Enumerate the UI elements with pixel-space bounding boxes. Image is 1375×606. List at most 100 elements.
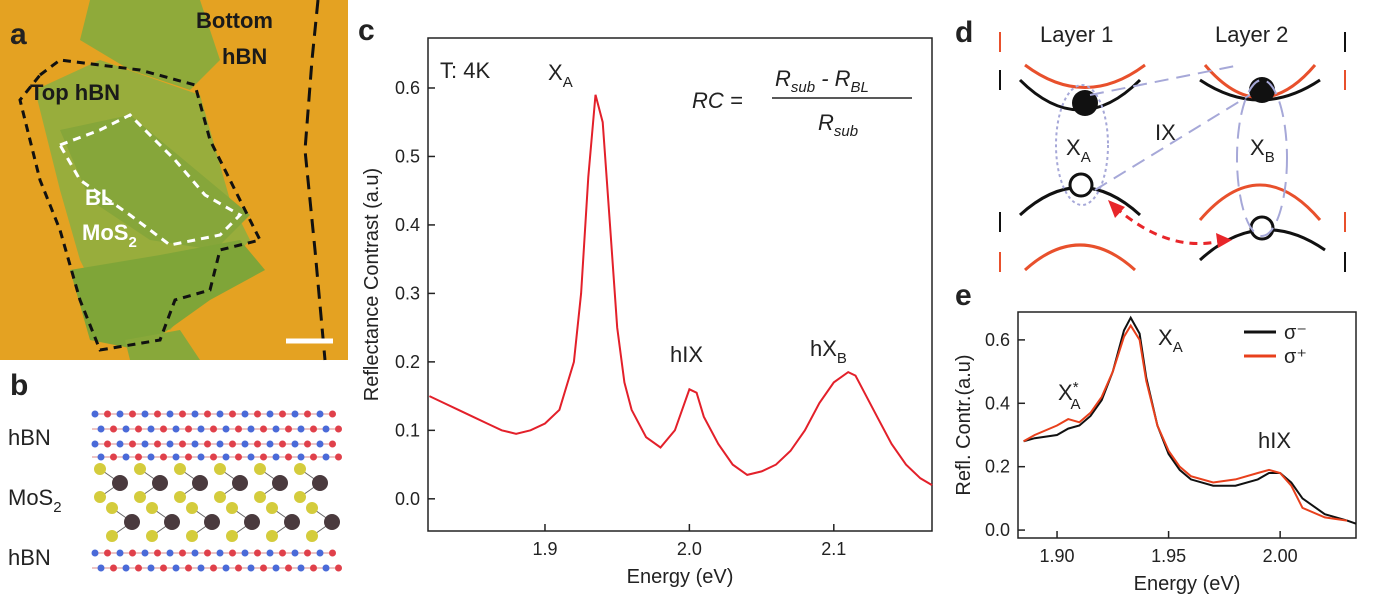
label: hBN bbox=[222, 44, 267, 69]
atom bbox=[222, 453, 230, 461]
atom bbox=[266, 530, 278, 542]
atom bbox=[104, 410, 111, 418]
legend-label: σ⁺ bbox=[1284, 346, 1307, 368]
atom bbox=[322, 564, 330, 572]
atom bbox=[297, 564, 305, 572]
atom bbox=[135, 453, 142, 461]
formula-denominator: Rsub bbox=[818, 110, 858, 140]
label-sub: B bbox=[1265, 149, 1275, 166]
annotation-text: hX bbox=[810, 336, 837, 361]
y-axis-label: Refl. Contr.(a.u) bbox=[953, 354, 975, 495]
atom bbox=[285, 425, 292, 433]
formula-lhs: RC = bbox=[692, 88, 743, 113]
atom bbox=[164, 514, 180, 530]
atom bbox=[297, 425, 305, 433]
plot-frame bbox=[427, 37, 933, 532]
atom bbox=[204, 440, 211, 448]
formula-sub: sub bbox=[791, 79, 815, 96]
atom bbox=[222, 564, 230, 572]
atom bbox=[279, 410, 286, 418]
atom bbox=[254, 410, 261, 418]
label-sub: 2 bbox=[53, 499, 61, 516]
atom bbox=[304, 410, 311, 418]
atom bbox=[316, 440, 324, 448]
atom bbox=[174, 463, 186, 475]
annotation: XA bbox=[1158, 325, 1183, 356]
atom bbox=[254, 440, 261, 448]
atom bbox=[285, 453, 292, 461]
atom bbox=[174, 491, 186, 503]
atom bbox=[241, 440, 249, 448]
panel-label: d bbox=[955, 16, 973, 49]
panel-label: e bbox=[955, 279, 972, 312]
formula-text: R bbox=[775, 66, 791, 91]
atom bbox=[141, 410, 149, 418]
atom bbox=[197, 453, 205, 461]
atom bbox=[134, 491, 146, 503]
atom bbox=[329, 549, 336, 557]
atom bbox=[204, 410, 211, 418]
atom bbox=[210, 453, 217, 461]
atom bbox=[266, 440, 274, 448]
atom bbox=[172, 425, 180, 433]
data-line bbox=[428, 94, 933, 486]
y-tick-label: 0.5 bbox=[395, 146, 420, 166]
label-sub: A bbox=[1081, 149, 1091, 166]
atom bbox=[306, 502, 318, 514]
label: Layer 2 bbox=[1215, 22, 1288, 47]
annotation: XA bbox=[548, 60, 573, 91]
atom bbox=[94, 463, 106, 475]
atom bbox=[141, 549, 149, 557]
annotation-text: X bbox=[1158, 325, 1173, 350]
label-text: MoS bbox=[82, 220, 128, 245]
atom bbox=[106, 502, 118, 514]
label: hBN bbox=[8, 425, 51, 450]
atom bbox=[192, 475, 208, 491]
annotation-text: X bbox=[1058, 380, 1073, 405]
atom bbox=[254, 549, 261, 557]
atom bbox=[204, 549, 211, 557]
atom bbox=[272, 453, 280, 461]
annotation: X* A bbox=[1058, 379, 1081, 413]
label: MoS2 bbox=[8, 485, 62, 516]
label-text: X bbox=[1250, 135, 1265, 160]
y-tick-label: 0.6 bbox=[395, 78, 420, 98]
atom bbox=[122, 425, 130, 433]
formula-text: - R bbox=[815, 66, 851, 91]
atom bbox=[235, 564, 242, 572]
atom bbox=[146, 502, 158, 514]
atom bbox=[124, 514, 140, 530]
plot-frame bbox=[1017, 311, 1357, 539]
x-tick-label: 1.9 bbox=[532, 539, 557, 559]
atom bbox=[141, 440, 149, 448]
atom bbox=[97, 564, 105, 572]
atom bbox=[297, 453, 305, 461]
atom bbox=[110, 425, 117, 433]
atom bbox=[94, 491, 106, 503]
atom bbox=[304, 440, 311, 448]
formula-sub: BL bbox=[851, 79, 869, 96]
atom bbox=[204, 514, 220, 530]
atom bbox=[197, 564, 205, 572]
annotation-sub: A bbox=[563, 74, 573, 91]
y-tick-label: 0.4 bbox=[395, 215, 420, 235]
annotation: hIX bbox=[1258, 428, 1291, 453]
annotation-sup: * bbox=[1073, 379, 1079, 396]
atom bbox=[324, 514, 340, 530]
label: Top hBN bbox=[30, 80, 120, 105]
atom bbox=[214, 463, 226, 475]
label: XB bbox=[1250, 135, 1275, 166]
atom bbox=[316, 549, 324, 557]
atom bbox=[152, 475, 168, 491]
y-tick-label: 0.2 bbox=[985, 457, 1010, 477]
atom bbox=[129, 410, 136, 418]
atom bbox=[172, 453, 180, 461]
atom bbox=[266, 410, 274, 418]
y-tick-label: 0.4 bbox=[985, 393, 1010, 413]
atom bbox=[116, 549, 124, 557]
annotation-sub: A bbox=[1173, 339, 1183, 356]
atom bbox=[154, 410, 161, 418]
atom bbox=[244, 514, 260, 530]
atom bbox=[210, 564, 217, 572]
x-axis-label: Energy (eV) bbox=[1134, 573, 1241, 595]
